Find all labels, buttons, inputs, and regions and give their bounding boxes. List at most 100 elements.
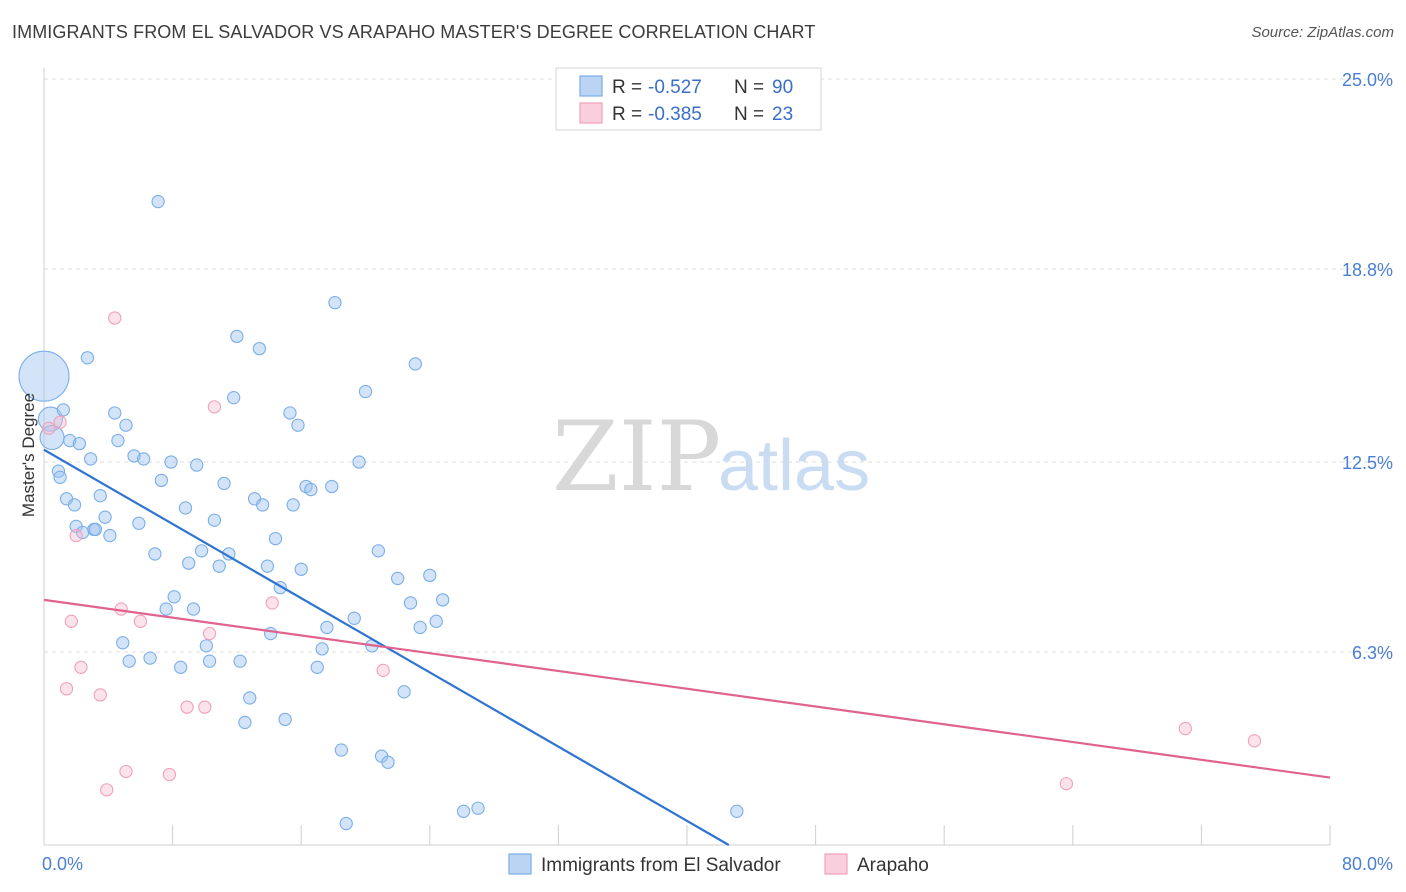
arapaho-point <box>53 415 67 429</box>
series-el-salvador-points <box>18 194 744 831</box>
arapaho-point <box>1247 734 1262 748</box>
el-salvador-point <box>291 418 305 432</box>
el-salvador-point <box>103 528 117 543</box>
el-salvador-point <box>471 801 485 815</box>
arapaho-point <box>1178 721 1192 736</box>
el-salvador-point <box>233 654 247 668</box>
el-salvador-point <box>283 406 297 420</box>
el-salvador-point <box>381 755 395 769</box>
arapaho-point <box>100 783 114 797</box>
legend-r-label: R = <box>612 77 642 98</box>
el-salvador-point <box>132 516 146 530</box>
el-salvador-point <box>182 556 196 570</box>
y-axis-label: Master's Degree <box>19 393 38 517</box>
el-salvador-point <box>151 194 165 209</box>
el-salvador-point <box>730 804 744 818</box>
legend-swatch-arapaho <box>824 853 848 875</box>
el-salvador-point <box>212 559 226 573</box>
el-salvador-point <box>264 626 278 641</box>
el-salvador-point <box>159 602 173 616</box>
series-legend: Immigrants from El Salvador Arapaho <box>508 853 929 876</box>
legend-swatch-blue <box>579 75 603 97</box>
el-salvador-point <box>80 351 95 365</box>
el-salvador-point <box>334 743 349 757</box>
el-salvador-point <box>56 403 70 417</box>
el-salvador-point <box>339 816 353 831</box>
el-salvador-point <box>255 498 270 512</box>
arapaho-point <box>1059 777 1074 791</box>
el-salvador-point <box>202 654 217 668</box>
el-salvador-point <box>252 341 267 356</box>
el-salvador-point <box>278 712 292 727</box>
el-salvador-point <box>315 642 329 656</box>
arapaho-point <box>162 767 177 782</box>
legend-label-arapaho: Arapaho <box>857 855 929 876</box>
arapaho-point <box>180 700 194 714</box>
arapaho-point <box>64 614 78 628</box>
el-salvador-point <box>173 660 188 674</box>
el-salvador-point <box>352 455 366 469</box>
el-salvador-point <box>403 596 418 610</box>
legend-r-value: -0.385 <box>648 104 702 125</box>
arapaho-point <box>207 400 222 414</box>
el-salvador-point <box>164 455 178 469</box>
el-salvador-point <box>111 433 125 448</box>
el-salvador-point <box>122 654 136 668</box>
legend-swatch-el-salvador <box>508 853 532 875</box>
el-salvador-point <box>93 489 107 503</box>
arapaho-point <box>108 311 122 325</box>
el-salvador-point <box>456 804 471 818</box>
el-salvador-point <box>67 498 82 512</box>
el-salvador-point <box>217 476 231 491</box>
legend-label-el-salvador: Immigrants from El Salvador <box>541 855 781 876</box>
source-credit: Source: ZipAtlas.com <box>1251 24 1394 41</box>
el-salvador-point <box>143 651 157 665</box>
legend-n-label: N = <box>734 104 764 125</box>
el-salvador-point <box>190 458 204 472</box>
el-salvador-point <box>260 559 275 573</box>
y-tick-label: 25.0% <box>1342 70 1393 90</box>
legend-n-value: 23 <box>772 104 793 125</box>
watermark-atlas: atlas <box>718 426 870 506</box>
arapaho-point <box>202 626 217 641</box>
el-salvador-point <box>18 350 70 402</box>
el-salvador-point <box>88 522 103 537</box>
el-salvador-point <box>194 544 209 558</box>
y-tick-labels: 6.3% 12.5% 18.8% 25.0% <box>1342 70 1393 663</box>
el-salvador-point <box>429 614 443 628</box>
el-salvador-point <box>397 685 411 699</box>
series-arapaho-points <box>42 311 1262 797</box>
el-salvador-point <box>310 660 324 674</box>
legend-n-value: 90 <box>772 77 793 98</box>
el-salvador-point <box>238 715 252 730</box>
el-salvador-point <box>371 544 386 558</box>
el-salvador-point <box>53 470 67 484</box>
el-salvador-point <box>83 452 98 466</box>
el-salvador-point <box>37 406 63 432</box>
arapaho-point <box>74 660 88 674</box>
el-salvador-point <box>199 639 214 653</box>
el-salvador-point <box>108 406 122 420</box>
el-salvador-point <box>167 590 181 604</box>
el-salvador-point <box>72 436 87 451</box>
el-salvador-point <box>207 513 222 527</box>
el-salvador-point <box>230 329 244 344</box>
y-tick-label: 18.8% <box>1342 260 1393 280</box>
arapaho-point <box>69 528 83 543</box>
el-salvador-point <box>227 391 241 405</box>
x-tick-label: 0.0% <box>42 854 83 874</box>
el-salvador-point <box>304 482 318 497</box>
el-salvador-point <box>268 531 283 546</box>
y-tick-label: 12.5% <box>1342 453 1393 473</box>
arapaho-point <box>376 663 390 678</box>
el-salvador-point <box>154 473 168 488</box>
arapaho-point <box>119 764 133 779</box>
chart-title: IMMIGRANTS FROM EL SALVADOR VS ARAPAHO M… <box>12 22 816 42</box>
el-salvador-point <box>347 611 361 625</box>
arapaho-trend-line <box>43 598 1331 779</box>
el-salvador-point <box>320 620 334 635</box>
el-salvador-point <box>436 593 450 607</box>
el-salvador-point <box>137 452 151 466</box>
el-salvador-point <box>413 620 427 635</box>
el-salvador-point <box>390 571 405 586</box>
